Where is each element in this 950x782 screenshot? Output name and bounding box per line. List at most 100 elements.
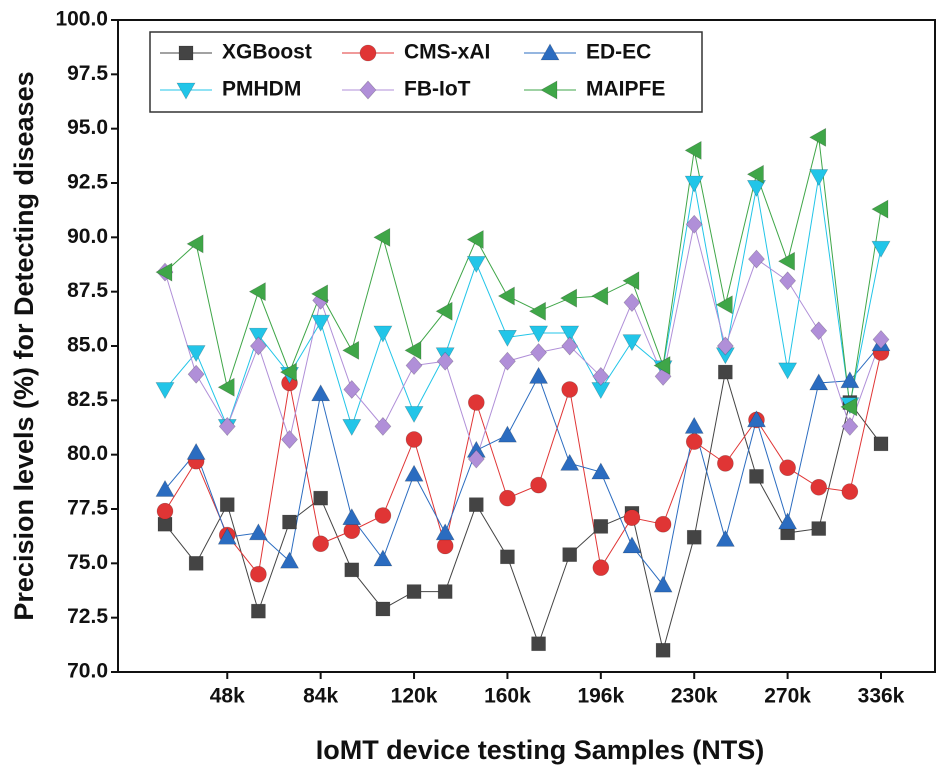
y-tick-label: 90.0: [67, 225, 108, 248]
data-point: [873, 436, 889, 452]
data-point: [374, 507, 392, 524]
data-point: [217, 527, 237, 545]
data-point: [218, 416, 236, 436]
data-point: [497, 286, 515, 306]
data-point: [529, 325, 549, 343]
data-point: [312, 535, 329, 553]
data-point: [871, 199, 889, 219]
data-point: [684, 416, 704, 434]
y-tick-label: 77.5: [67, 497, 108, 520]
data-point: [499, 351, 516, 371]
data-point: [871, 240, 891, 258]
data-point: [623, 293, 641, 312]
data-point: [313, 490, 328, 506]
data-point: [404, 406, 424, 423]
data-point: [435, 301, 453, 321]
x-tick-label: 48k: [210, 685, 245, 708]
data-point: [281, 430, 298, 449]
series-line: [164, 371, 882, 651]
legend-marker: [359, 80, 377, 100]
data-point: [248, 282, 266, 302]
data-point: [500, 549, 515, 565]
data-point: [810, 321, 828, 341]
x-tick-label: 336k: [858, 685, 905, 708]
data-point: [623, 509, 641, 526]
data-point: [592, 366, 610, 386]
data-point: [778, 512, 798, 530]
series-line: [164, 137, 882, 407]
data-point: [530, 476, 547, 494]
data-point: [622, 271, 640, 291]
data-point: [654, 515, 672, 533]
data-point: [809, 169, 829, 187]
data-point: [219, 497, 235, 512]
data-point: [591, 286, 609, 306]
data-point: [188, 556, 204, 571]
data-point: [248, 523, 268, 541]
data-point: [404, 464, 424, 482]
data-point: [187, 364, 205, 384]
data-point: [685, 433, 703, 450]
y-tick-label: 87.5: [67, 279, 108, 302]
legend-label: PMHDM: [222, 78, 301, 101]
data-point: [373, 549, 393, 567]
data-point: [715, 295, 733, 315]
data-point: [279, 362, 297, 382]
data-point: [840, 397, 858, 417]
x-tick-label: 230k: [671, 685, 718, 708]
y-tick-label: 95.0: [67, 116, 108, 139]
data-point: [469, 497, 484, 512]
y-tick-label: 100.0: [55, 8, 108, 31]
series-line: [164, 352, 882, 576]
data-point: [344, 562, 360, 578]
data-point: [749, 469, 764, 484]
legend-label: FB-IoT: [404, 78, 471, 101]
data-point: [374, 416, 392, 436]
data-point: [499, 489, 516, 507]
data-point: [311, 314, 331, 332]
x-tick-label: 270k: [764, 685, 811, 708]
data-point: [155, 382, 175, 400]
y-tick-label: 70.0: [67, 660, 108, 683]
data-point: [531, 636, 546, 652]
y-tick-label: 82.5: [67, 388, 108, 411]
data-point: [872, 330, 890, 349]
data-point: [467, 449, 485, 469]
data-point: [811, 521, 827, 536]
data-point: [841, 416, 859, 436]
data-point: [280, 551, 300, 569]
data-point: [529, 366, 549, 384]
data-point: [528, 301, 546, 321]
legend-marker: [178, 45, 194, 61]
data-point: [250, 565, 267, 583]
data-point: [653, 356, 671, 376]
data-point: [718, 364, 733, 380]
data-point: [622, 334, 642, 352]
legend-box: [149, 31, 703, 113]
legend-marker: [359, 44, 377, 62]
data-point: [746, 180, 766, 197]
data-point: [622, 536, 642, 554]
y-tick-label: 92.5: [67, 171, 108, 194]
x-axis-label: IoMT device testing Samples (NTS): [316, 735, 765, 765]
data-point: [404, 340, 422, 360]
data-point: [405, 356, 423, 376]
data-point: [405, 431, 423, 448]
y-tick-label: 85.0: [67, 334, 108, 357]
data-point: [530, 343, 547, 362]
data-point: [655, 642, 671, 658]
data-point: [810, 478, 828, 496]
data-point: [777, 251, 795, 271]
data-point: [497, 330, 517, 347]
data-point: [373, 227, 391, 247]
series-line: [164, 343, 882, 587]
data-point: [592, 559, 610, 576]
data-point: [311, 384, 331, 402]
data-point: [311, 284, 328, 304]
data-point: [436, 351, 454, 371]
data-point: [685, 214, 703, 234]
legend-marker: [540, 43, 560, 61]
data-point: [560, 453, 580, 471]
data-point: [406, 584, 422, 599]
data-point: [779, 271, 797, 291]
